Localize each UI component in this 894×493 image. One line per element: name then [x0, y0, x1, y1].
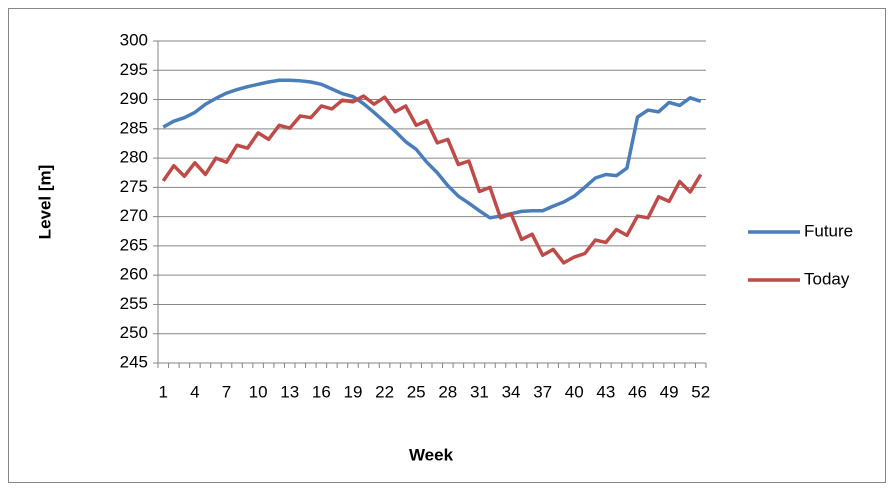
x-tick-label: 4	[190, 382, 199, 401]
series-line	[162, 78, 702, 220]
x-tick-label: 22	[375, 382, 394, 401]
x-tick-label: 40	[565, 382, 584, 401]
x-tick-label: 16	[312, 382, 331, 401]
y-tick-label: 245	[120, 352, 148, 371]
y-tick-label: 250	[120, 323, 148, 342]
x-tick-label: 43	[596, 382, 615, 401]
y-tick-label: 260	[120, 265, 148, 284]
series-line	[161, 94, 703, 265]
y-tick-label: 255	[120, 294, 148, 313]
x-tick-label: 10	[249, 382, 268, 401]
y-tick-label: 270	[120, 206, 148, 225]
x-tick-label: 37	[533, 382, 552, 401]
x-tick-label: 1	[159, 382, 168, 401]
x-tick-label: 49	[660, 382, 679, 401]
x-tick-label: 34	[502, 382, 521, 401]
x-tick-label: 52	[691, 382, 710, 401]
y-tick-label: 275	[120, 177, 148, 196]
x-axis-title: Week	[409, 445, 454, 464]
y-tick-label: 265	[120, 235, 148, 254]
y-tick-label: 280	[120, 148, 148, 167]
legend-label: Future	[804, 221, 853, 240]
y-tick-label: 290	[120, 89, 148, 108]
x-tick-label: 46	[628, 382, 647, 401]
x-tick-label: 28	[438, 382, 457, 401]
x-tick-label: 13	[280, 382, 299, 401]
y-tick-label: 285	[120, 118, 148, 137]
x-tick-label: 19	[344, 382, 363, 401]
y-tick-label: 295	[120, 60, 148, 79]
x-tick-label: 31	[470, 382, 489, 401]
x-tick-label: 25	[407, 382, 426, 401]
x-tick-label: 7	[222, 382, 231, 401]
legend-label: Today	[804, 269, 850, 288]
y-tick-label: 300	[120, 30, 148, 49]
y-axis-title: Level [m]	[35, 165, 54, 240]
